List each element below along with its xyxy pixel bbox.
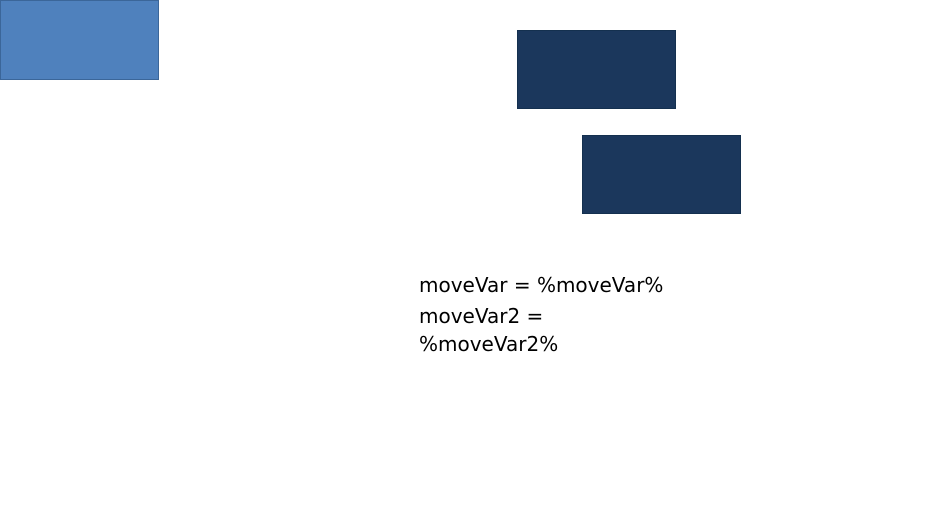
dark-blue-rectangle-top[interactable] [517,30,676,109]
move-var2-label: moveVar2 = %moveVar2% [419,304,559,356]
move-var-label: moveVar = %moveVar% [419,273,664,297]
light-blue-rectangle[interactable] [0,0,159,80]
dark-blue-rectangle-bottom[interactable] [582,135,741,214]
